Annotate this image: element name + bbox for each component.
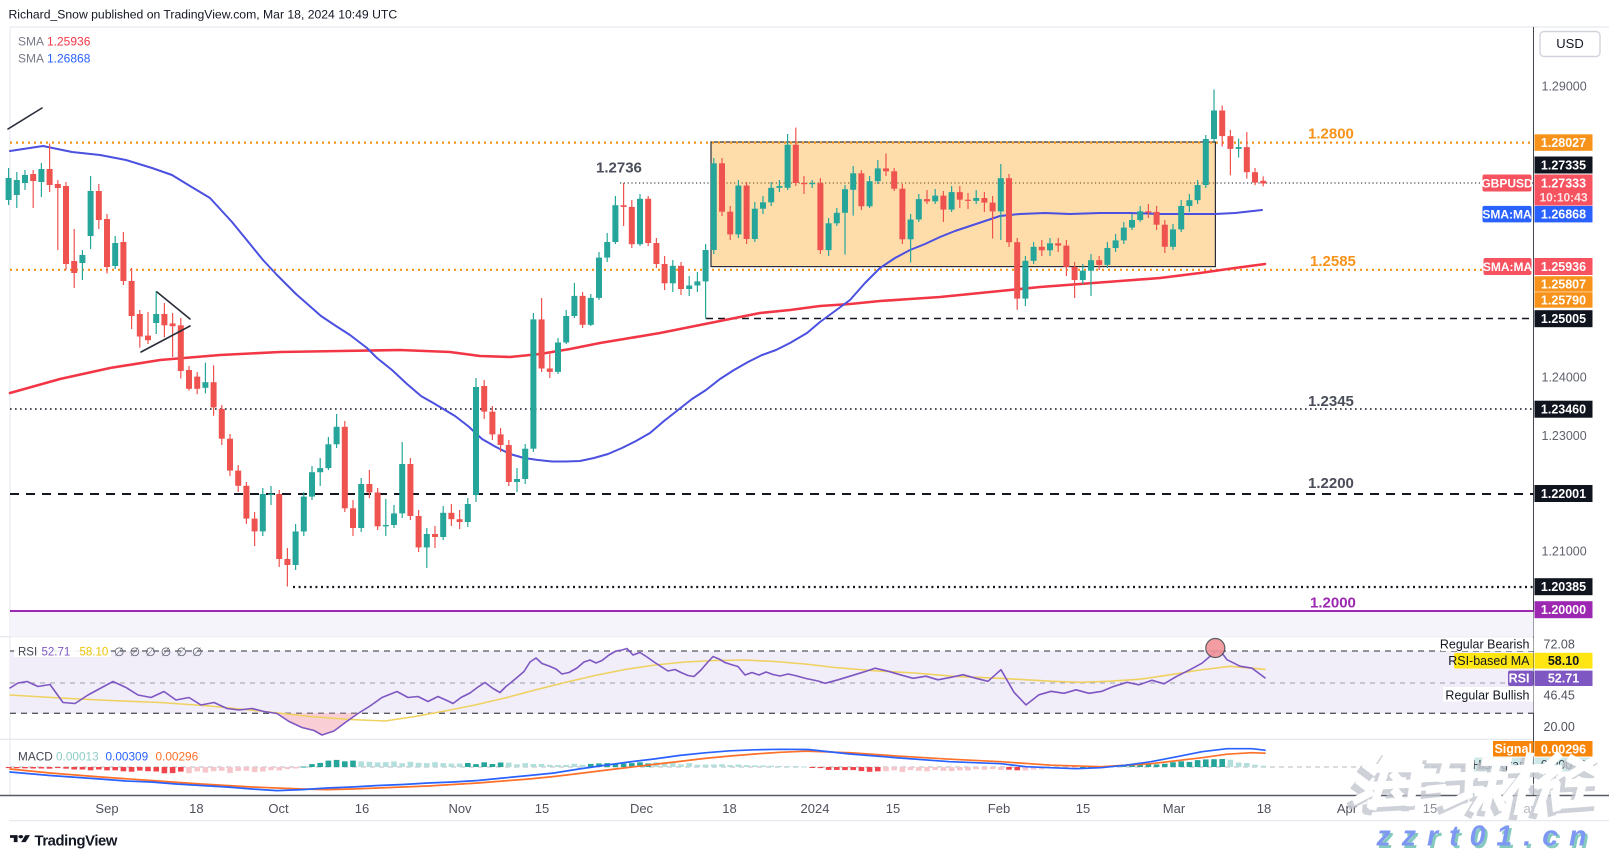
svg-text:MACD: MACD [18,750,53,764]
svg-text:20.00: 20.00 [1544,720,1575,734]
svg-text:Regular Bearish: Regular Bearish [1440,637,1530,651]
svg-text:USD: USD [1556,36,1583,51]
svg-text:SMA: SMA [18,35,44,49]
svg-text:15: 15 [886,801,900,816]
svg-text:1.22001: 1.22001 [1541,487,1586,501]
svg-text:1.25807: 1.25807 [1541,277,1586,291]
svg-text:RSI: RSI [1509,672,1530,686]
svg-text:∅: ∅ [114,645,124,659]
svg-text:SMA: SMA [18,52,44,66]
svg-text:1.2345: 1.2345 [1308,393,1354,410]
svg-text:1.29000: 1.29000 [1542,80,1587,94]
svg-text:1.27333: 1.27333 [1541,177,1586,191]
svg-text:10:10:43: 10:10:43 [1539,191,1587,205]
svg-text:58.10: 58.10 [1548,654,1579,668]
svg-text:Nov: Nov [448,801,472,816]
svg-text:0.00309: 0.00309 [106,750,149,764]
svg-text:52.71: 52.71 [1548,672,1579,686]
svg-text:1.2585: 1.2585 [1310,253,1356,270]
svg-text:zzrt01.cn: zzrt01.cn [1376,821,1598,853]
svg-text:18: 18 [189,801,203,816]
svg-text:1.27335: 1.27335 [1541,158,1586,172]
svg-text:1.23460: 1.23460 [1541,403,1586,417]
svg-text:1.25790: 1.25790 [1541,293,1586,307]
svg-text:15: 15 [1423,801,1437,816]
svg-text:1.24000: 1.24000 [1542,371,1587,385]
svg-text:1.20000: 1.20000 [1541,603,1586,617]
svg-text:1.26868: 1.26868 [1541,208,1586,222]
svg-text:1.25936: 1.25936 [1541,260,1586,274]
svg-text:1.21000: 1.21000 [1542,545,1587,559]
svg-text:1.2000: 1.2000 [1310,595,1356,612]
svg-text:1.28027: 1.28027 [1541,136,1586,150]
svg-text:58.10: 58.10 [80,647,109,659]
svg-text:∅: ∅ [130,645,140,659]
svg-text:Sep: Sep [95,801,118,816]
svg-text:∅: ∅ [192,645,202,659]
svg-text:Regular Bullish: Regular Bullish [1445,688,1529,702]
svg-text:15: 15 [535,801,549,816]
svg-text:SMA:MA: SMA:MA [1482,208,1532,222]
svg-text:Oct: Oct [268,801,289,816]
svg-text:Richard_Snow published on Trad: Richard_Snow published on TradingView.co… [9,8,398,22]
svg-text:1.23000: 1.23000 [1542,429,1587,443]
svg-text:0.00296: 0.00296 [156,750,199,764]
svg-text:Mar: Mar [1163,801,1186,816]
svg-text:1.2800: 1.2800 [1308,126,1354,143]
svg-text:1.25936: 1.25936 [47,35,91,49]
svg-text:1.25005: 1.25005 [1541,312,1586,326]
svg-text:0.00013: 0.00013 [56,750,99,764]
svg-text:∅: ∅ [176,645,186,659]
svg-text:1.26868: 1.26868 [47,52,91,66]
svg-text:72.08: 72.08 [1544,637,1575,651]
svg-text:RSI: RSI [18,647,37,659]
svg-text:RSI-based MA: RSI-based MA [1448,654,1530,668]
svg-text:∅: ∅ [161,645,171,659]
svg-text:2024: 2024 [801,801,830,816]
svg-text:52.71: 52.71 [42,647,71,659]
svg-text:0.00296: 0.00296 [1541,743,1586,757]
svg-text:zzrt01.cn: zzrt01.cn [1378,823,1600,855]
svg-text:1.2736: 1.2736 [596,160,642,177]
svg-text:GBPUSD: GBPUSD [1481,176,1533,190]
svg-text:Signal: Signal [1494,742,1532,756]
svg-text:Feb: Feb [988,801,1010,816]
svg-text:1.2200: 1.2200 [1308,475,1354,492]
svg-text:Dec: Dec [630,801,654,816]
svg-text:18: 18 [1257,801,1271,816]
svg-text:16: 16 [355,801,369,816]
svg-text:1.20385: 1.20385 [1541,580,1586,594]
svg-text:18: 18 [722,801,736,816]
svg-text:SMA:MA: SMA:MA [1483,260,1533,274]
svg-text:∅: ∅ [145,645,155,659]
svg-text:46.45: 46.45 [1544,688,1575,702]
svg-text:TradingView: TradingView [35,833,118,849]
svg-text:15: 15 [1076,801,1090,816]
